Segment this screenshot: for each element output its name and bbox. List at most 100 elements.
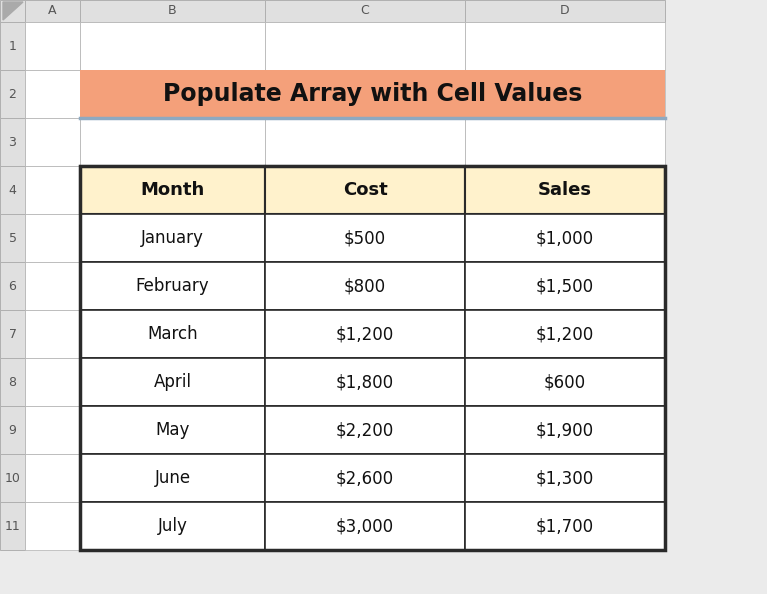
Bar [80,214,265,262]
Bar [0,0,25,22]
Bar [465,406,665,454]
Bar [80,0,265,22]
Bar [80,214,265,262]
Text: 4: 4 [8,184,16,197]
Bar [80,310,265,358]
Bar [0,262,25,310]
Bar [465,262,665,310]
Bar [265,454,465,502]
Bar [465,118,665,166]
Text: March: March [147,325,198,343]
Bar [265,0,465,22]
Bar [265,214,465,262]
Bar [465,358,665,406]
Bar [265,502,465,550]
Bar [80,70,265,118]
Bar [0,358,25,406]
Bar [25,118,80,166]
Text: D: D [560,5,570,17]
Bar [265,118,465,166]
Bar [265,166,465,214]
Text: June: June [154,469,190,487]
Text: 3: 3 [8,135,16,148]
Text: $2,600: $2,600 [336,469,394,487]
Text: 2: 2 [8,87,16,100]
Bar [80,454,265,502]
Bar [80,502,265,550]
Text: July: July [157,517,187,535]
Bar [465,166,665,214]
Bar [265,358,465,406]
Text: $1,000: $1,000 [536,229,594,247]
Bar [265,262,465,310]
Bar [25,502,80,550]
Bar [80,358,265,406]
Bar [265,262,465,310]
Bar [25,262,80,310]
Bar [80,454,265,502]
Bar [265,22,465,70]
Bar [25,0,80,22]
Bar [80,70,665,118]
Text: $1,800: $1,800 [336,373,394,391]
Bar [265,406,465,454]
Bar [80,262,265,310]
Text: Populate Array with Cell Values: Populate Array with Cell Values [163,82,582,106]
Text: Sales: Sales [538,181,592,199]
Text: $500: $500 [344,229,386,247]
Text: 10: 10 [5,472,21,485]
Bar [25,70,80,118]
Text: $1,500: $1,500 [536,277,594,295]
Text: C: C [360,5,370,17]
Text: 9: 9 [8,424,16,437]
Bar [80,406,265,454]
Bar [465,310,665,358]
Text: 1: 1 [8,39,16,52]
Bar [265,358,465,406]
Bar [465,70,665,118]
Bar [465,262,665,310]
Text: $600: $600 [544,373,586,391]
Bar [465,0,665,22]
Bar [465,454,665,502]
Bar [80,358,265,406]
Bar [0,118,25,166]
Bar [80,406,265,454]
Bar [465,166,665,214]
Bar [25,454,80,502]
Bar [465,310,665,358]
Bar [0,454,25,502]
Text: 5: 5 [8,232,17,245]
Text: Month: Month [140,181,205,199]
Bar [465,214,665,262]
Bar [0,22,25,70]
Bar [465,358,665,406]
Bar [265,502,465,550]
Bar [265,310,465,358]
Bar [25,166,80,214]
Text: $1,900: $1,900 [536,421,594,439]
Text: 8: 8 [8,375,17,388]
Text: 6: 6 [8,280,16,292]
Bar [0,502,25,550]
Text: $1,700: $1,700 [536,517,594,535]
Bar [265,214,465,262]
Bar [465,502,665,550]
Bar [25,22,80,70]
Text: April: April [153,373,192,391]
Bar [465,454,665,502]
Text: 7: 7 [8,327,17,340]
Text: Cost: Cost [343,181,387,199]
Bar [0,310,25,358]
Text: February: February [136,277,209,295]
Bar [265,406,465,454]
Text: $1,200: $1,200 [336,325,394,343]
Bar [265,166,465,214]
Bar [265,70,465,118]
Bar [0,406,25,454]
Polygon shape [3,2,23,20]
Bar [25,310,80,358]
Text: A: A [48,5,57,17]
Text: $800: $800 [344,277,386,295]
Text: $1,200: $1,200 [536,325,594,343]
